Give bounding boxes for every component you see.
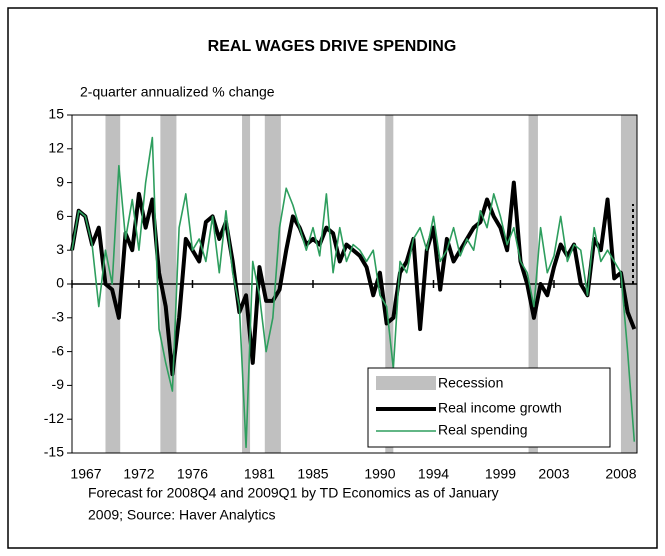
legend-swatch (376, 376, 436, 390)
y-tick-label: 12 (48, 140, 64, 156)
x-tick-label: 2008 (605, 466, 636, 482)
y-tick-label: -9 (52, 376, 65, 392)
x-tick-label: 1994 (418, 466, 449, 482)
x-tick-label: 1976 (177, 466, 208, 482)
y-tick-label: 0 (56, 275, 64, 291)
y-tick-label: 6 (56, 207, 64, 223)
y-tick-label: 9 (56, 173, 64, 189)
y-tick-label: 3 (56, 241, 64, 257)
x-tick-label: 1999 (485, 466, 516, 482)
x-tick-label: 1972 (123, 466, 154, 482)
chart-title: REAL WAGES DRIVE SPENDING (208, 38, 457, 55)
x-tick-label: 1990 (364, 466, 395, 482)
footnote: Forecast for 2008Q4 and 2009Q1 by TD Eco… (88, 485, 499, 501)
x-tick-label: 2003 (538, 466, 569, 482)
y-axis-label: 2-quarter annualized % change (80, 84, 275, 100)
y-tick-label: 15 (48, 106, 64, 122)
legend-label: Real income growth (438, 400, 562, 416)
y-tick-label: -6 (52, 342, 65, 358)
legend-label: Real spending (438, 422, 528, 438)
series-line (70, 180, 637, 377)
y-tick-label: -3 (52, 309, 65, 325)
legend-label: Recession (438, 375, 503, 391)
x-tick-label: 1967 (70, 466, 101, 482)
x-tick-label: 1981 (244, 466, 275, 482)
x-tick-label: 1985 (297, 466, 328, 482)
series-line (71, 136, 636, 449)
y-tick-label: -15 (44, 444, 64, 460)
y-tick-label: -12 (44, 410, 64, 426)
footnote: 2009; Source: Haver Analytics (88, 507, 276, 523)
